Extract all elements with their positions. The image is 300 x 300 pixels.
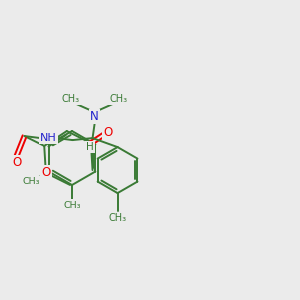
Text: CH₃: CH₃ — [61, 94, 80, 104]
Text: N: N — [90, 110, 99, 123]
Text: O: O — [41, 167, 50, 179]
Text: CH₃: CH₃ — [63, 200, 81, 209]
Text: H: H — [86, 142, 93, 152]
Text: NH: NH — [40, 133, 57, 143]
Text: CH₃: CH₃ — [109, 213, 127, 223]
Text: CH₃: CH₃ — [110, 94, 128, 104]
Text: CH₃: CH₃ — [22, 177, 40, 186]
Text: O: O — [12, 156, 21, 169]
Text: O: O — [103, 126, 112, 139]
